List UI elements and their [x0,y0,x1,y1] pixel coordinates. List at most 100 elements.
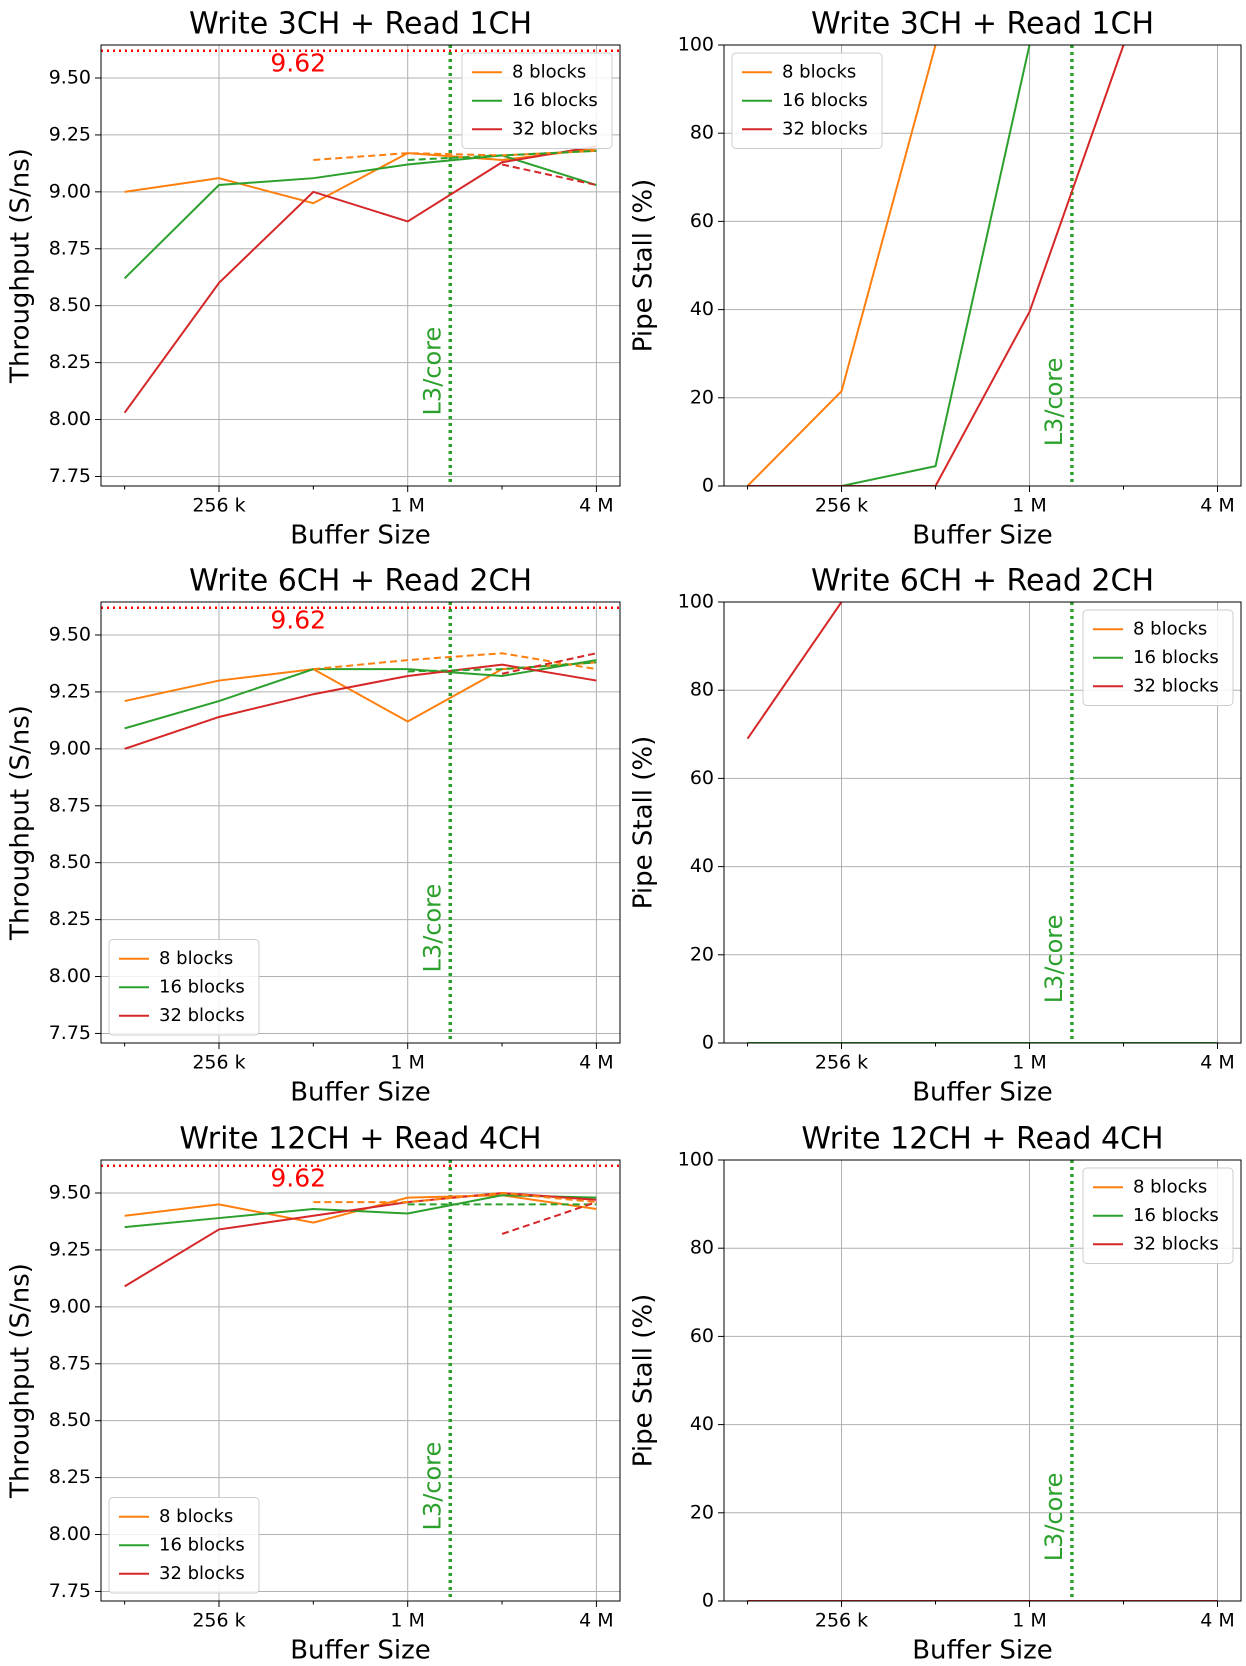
y-tick-label: 40 [690,1413,714,1435]
plot-frame [100,601,621,1044]
y-axis-label: Throughput (S/ns) [6,1263,36,1499]
legend-box [731,52,883,149]
y-tick-label: 40 [690,855,714,877]
panel: 0 20 40 60 80 100 256 k 1 M 4 M L3/core Write 6CH … [629,564,1242,1108]
x-tick-label: 1 M [1012,1052,1047,1074]
series-line [313,1192,597,1204]
plot-frame [100,1159,621,1602]
legend-box [1082,609,1234,706]
legend-label: 8 blocks [782,61,856,82]
x-axis-label: Buffer Size [912,1636,1053,1666]
chart-title: Write 12CH + Read 4CH [179,1122,541,1157]
series-line [407,149,597,161]
y-axis-label: Pipe Stall (%) [629,179,659,352]
y-axis-label: Throughput (S/ns) [6,148,36,384]
series-line [746,602,843,740]
y-tick-label: 8.25 [49,351,91,373]
y-tick-label: 8.50 [49,851,91,873]
y-tick-label: 8.75 [49,237,91,259]
panel: 0 20 40 60 80 100 256 k 1 M 4 M L3/core Write 12CH… [629,1122,1242,1666]
legend: 8 blocks 16 blocks 32 blocks [731,52,883,149]
l3-label: L3/core [1040,1473,1068,1562]
y-tick-label: 20 [690,943,714,965]
legend-label: 16 blocks [1133,1205,1219,1226]
panel: 7.75 8.00 8.25 8.50 8.75 9.00 9.25 9.50 256 k 1 M… [6,564,621,1108]
reference-label: 9.62 [270,49,326,78]
x-tick-label: 4 M [1200,1052,1235,1074]
y-tick-label: 9.00 [49,1295,91,1317]
y-tick-label: 100 [678,1149,714,1171]
y-tick-label: 8.00 [49,1523,91,1545]
reference-label: 9.62 [270,1164,326,1193]
y-axis-label: Pipe Stall (%) [629,736,659,909]
legend-label: 8 blocks [1133,1176,1207,1197]
y-tick-label: 8.75 [49,794,91,816]
x-axis-label: Buffer Size [912,521,1053,551]
series-line [124,1194,597,1224]
x-tick-label: 256 k [815,1610,868,1632]
y-tick-label: 8.00 [49,965,91,987]
series-line [124,659,597,730]
x-axis-label: Buffer Size [290,521,431,551]
y-tick-label: 9.50 [49,1182,91,1204]
y-tick-label: 0 [702,1590,714,1612]
chart-title: Write 3CH + Read 1CH [811,7,1154,42]
legend-label: 16 blocks [159,1534,245,1555]
series-line [313,652,597,671]
x-tick-label: 4 M [579,1052,614,1074]
y-tick-label: 80 [690,122,714,144]
l3-label: L3/core [1040,358,1068,447]
panel: 0 20 40 60 80 100 256 k 1 M 4 M L3/core Write 3CH … [629,7,1242,551]
y-tick-label: 60 [690,210,714,232]
legend-label: 32 blocks [159,1563,245,1584]
legend: 8 blocks 16 blocks 32 blocks [461,52,613,149]
y-tick-label: 9.00 [49,180,91,202]
legend-label: 16 blocks [782,90,868,111]
y-tick-label: 7.75 [49,1022,91,1044]
y-tick-label: 8.50 [49,294,91,316]
series-line [123,145,597,414]
y-tick-label: 80 [690,1237,714,1259]
series-line [501,1201,597,1235]
x-tick-label: 1 M [390,1052,425,1074]
legend-label: 8 blocks [512,61,586,82]
legend-label: 32 blocks [159,1005,245,1026]
x-axis-label: Buffer Size [290,1636,431,1666]
y-tick-label: 100 [678,591,714,613]
y-tick-label: 0 [702,1032,714,1054]
x-tick-label: 4 M [1200,495,1235,517]
plot-frame [100,44,621,487]
l3-label: L3/core [1040,915,1068,1004]
y-tick-label: 7.75 [49,1580,91,1602]
x-tick-label: 1 M [1012,495,1047,517]
series-line [313,149,597,161]
series-line [124,147,597,205]
legend: 8 blocks 16 blocks 32 blocks [108,939,260,1036]
legend-label: 16 blocks [1133,647,1219,668]
legend: 8 blocks 16 blocks 32 blocks [1082,1167,1234,1264]
y-tick-label: 8.25 [49,908,91,930]
x-tick-label: 4 M [1200,1610,1235,1632]
legend-label: 8 blocks [1133,618,1207,639]
panel: 7.75 8.00 8.25 8.50 8.75 9.00 9.25 9.50 256 k 1 M… [6,1122,621,1666]
plot-frame [723,44,1242,487]
plot-frame [723,1159,1242,1602]
x-tick-label: 1 M [390,495,425,517]
y-axis-label: Throughput (S/ns) [6,705,36,941]
series-line [747,45,1031,486]
chart-title: Write 12CH + Read 4CH [801,1122,1163,1157]
legend-box [461,52,613,149]
x-tick-label: 256 k [815,495,868,517]
y-tick-label: 60 [690,1325,714,1347]
y-tick-label: 20 [690,1501,714,1523]
legend: 8 blocks 16 blocks 32 blocks [108,1497,260,1594]
legend: 8 blocks 16 blocks 32 blocks [1082,609,1234,706]
x-tick-label: 1 M [1012,1610,1047,1632]
y-tick-label: 7.75 [49,465,91,487]
series-line [123,154,597,280]
series-line [124,663,597,750]
y-tick-label: 9.25 [49,680,91,702]
x-tick-label: 256 k [192,1052,245,1074]
series-line [746,45,937,486]
